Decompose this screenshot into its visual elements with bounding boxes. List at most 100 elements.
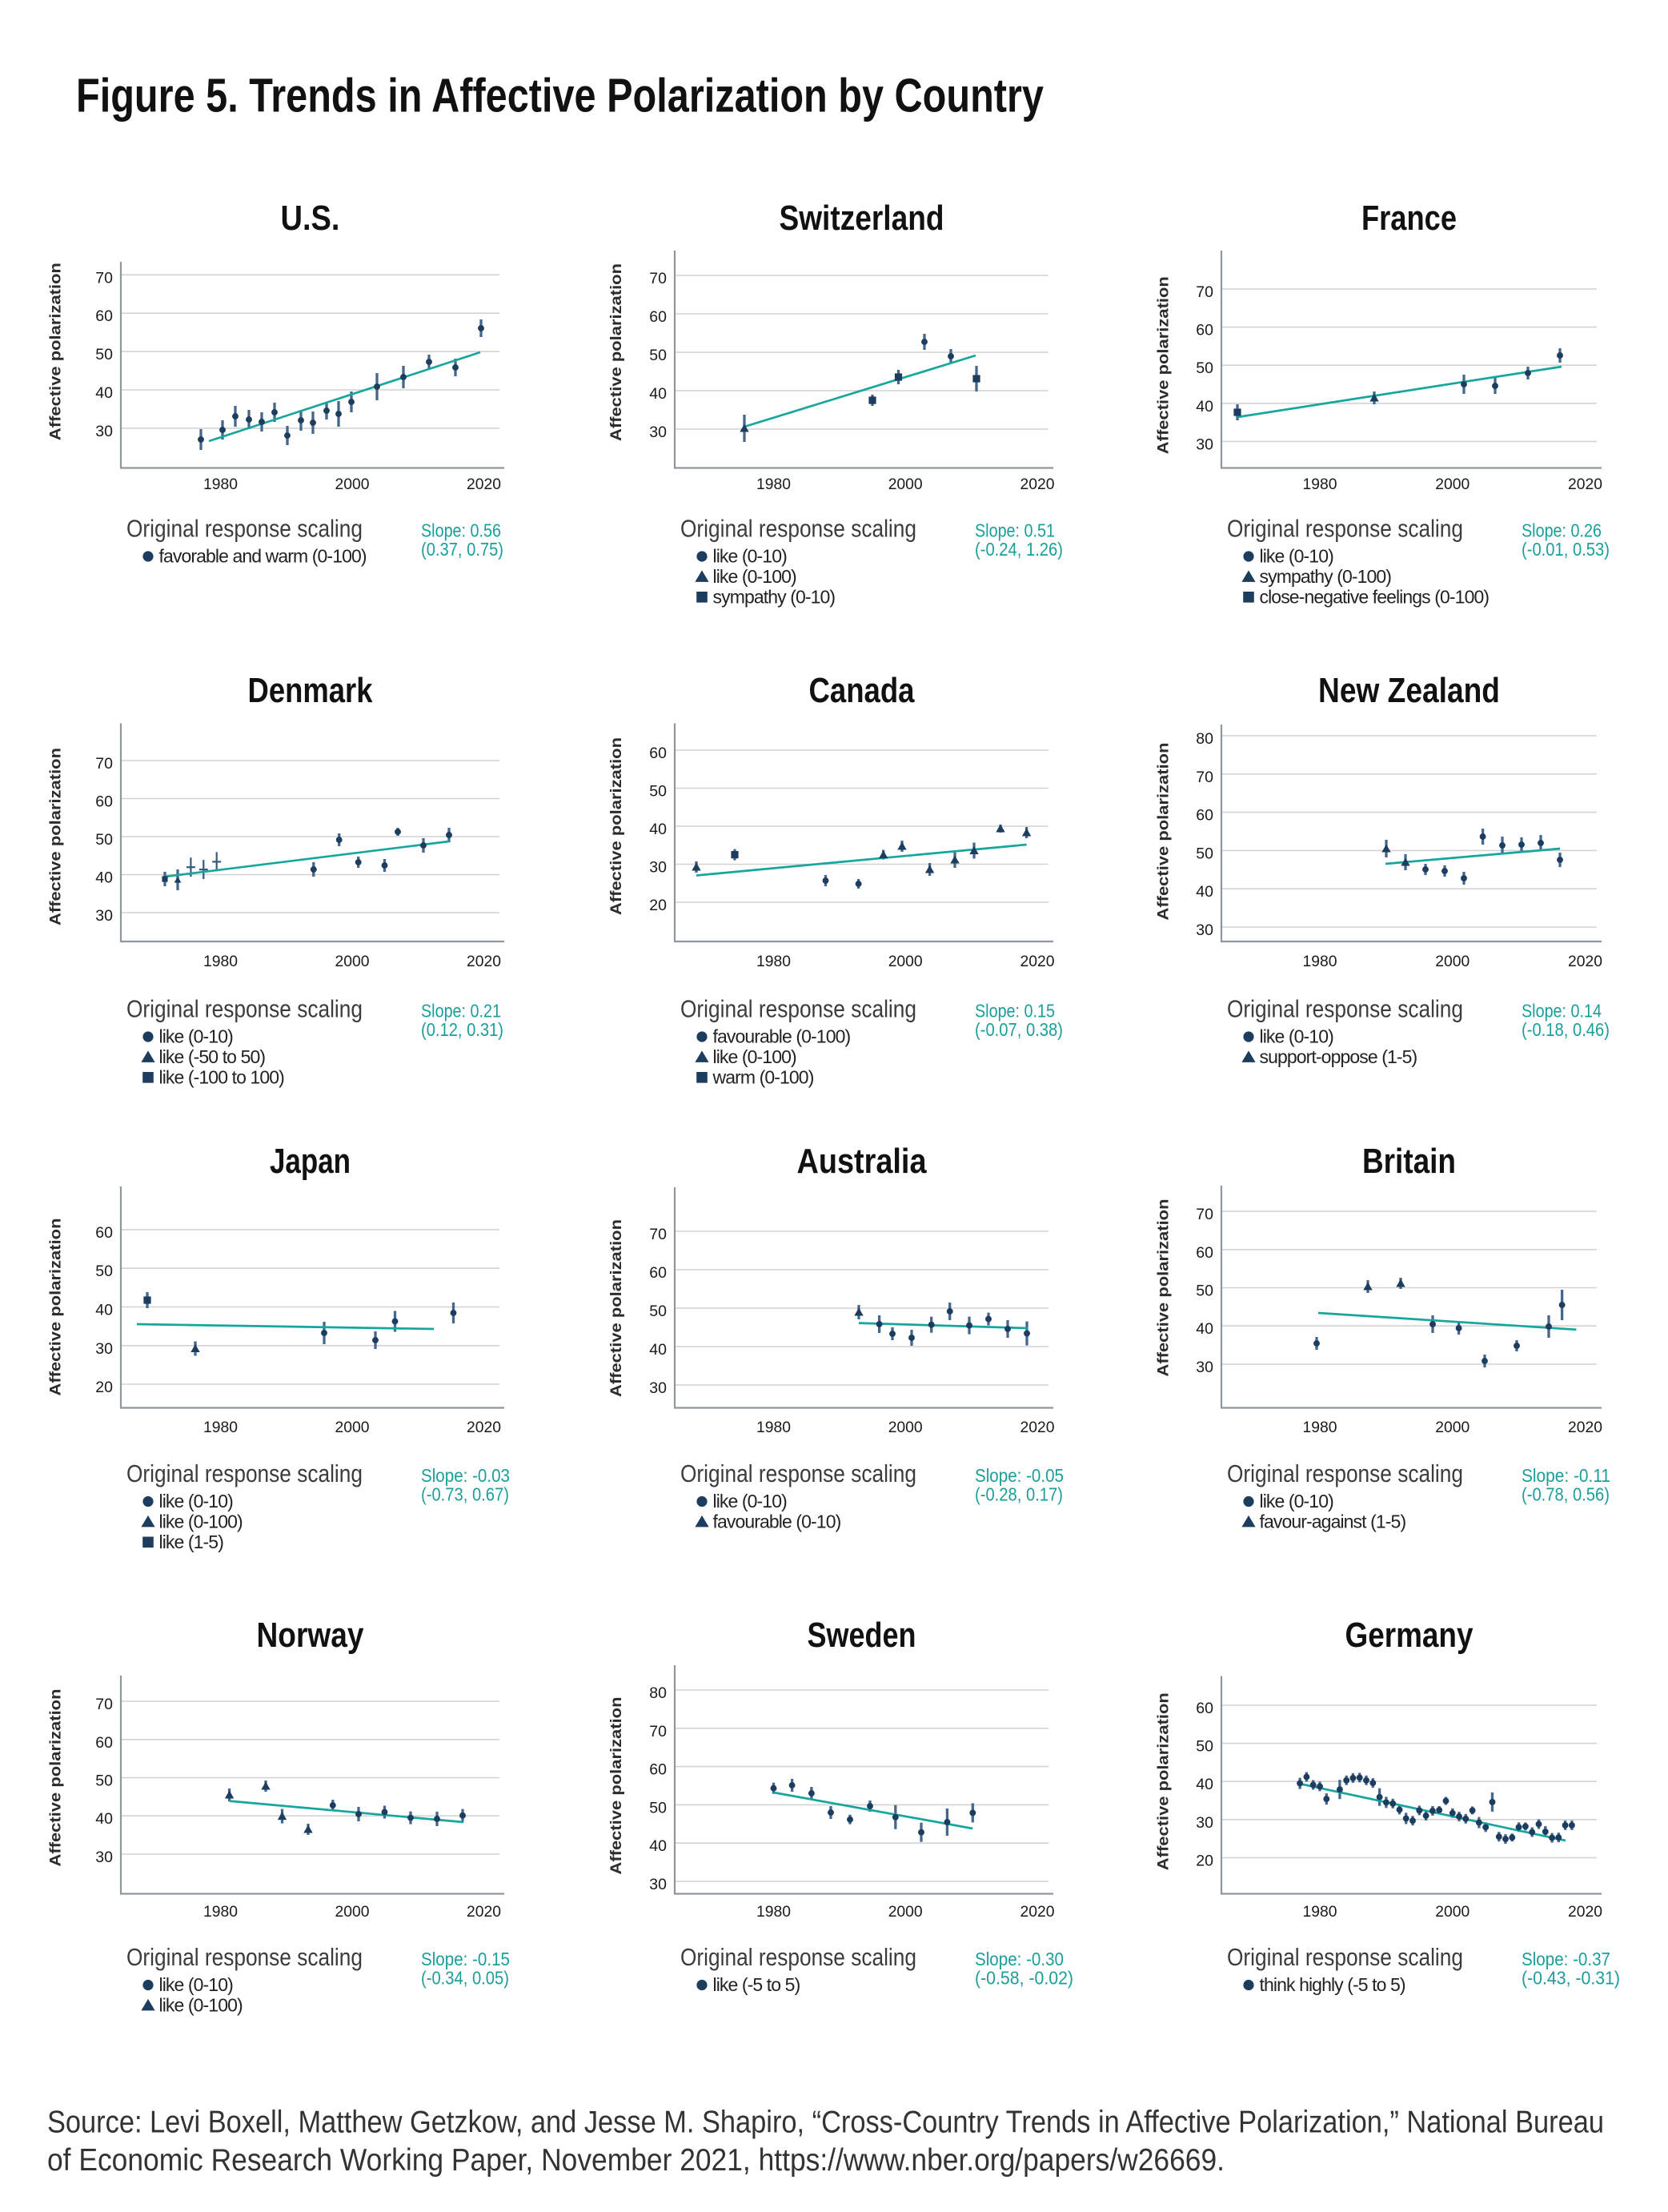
svg-text:of Economic Research Working P: of Economic Research Working Paper, Nove… bbox=[47, 2143, 1225, 2178]
svg-text:40: 40 bbox=[1196, 398, 1213, 416]
svg-text:(-0.58, -0.02): (-0.58, -0.02) bbox=[975, 1968, 1073, 1989]
svg-text:Affective polarization: Affective polarization bbox=[607, 263, 625, 441]
svg-text:Original response scaling: Original response scaling bbox=[680, 1943, 916, 1971]
svg-text:Canada: Canada bbox=[809, 671, 915, 710]
svg-text:1980: 1980 bbox=[756, 953, 791, 970]
svg-text:U.S.: U.S. bbox=[281, 199, 340, 238]
svg-text:30: 30 bbox=[649, 1876, 667, 1893]
svg-text:Affective polarization: Affective polarization bbox=[1155, 1692, 1173, 1870]
svg-text:(0.12, 0.31): (0.12, 0.31) bbox=[421, 1019, 503, 1040]
svg-text:1980: 1980 bbox=[203, 1903, 238, 1921]
svg-text:(0.37, 0.75): (0.37, 0.75) bbox=[421, 539, 503, 560]
svg-text:2020: 2020 bbox=[1020, 476, 1055, 493]
svg-text:2000: 2000 bbox=[888, 953, 923, 970]
svg-text:50: 50 bbox=[95, 346, 113, 363]
svg-text:Norway: Norway bbox=[257, 1616, 364, 1655]
svg-text:Original response scaling: Original response scaling bbox=[126, 1459, 363, 1487]
svg-text:like (1-5): like (1-5) bbox=[159, 1532, 224, 1552]
svg-text:Denmark: Denmark bbox=[248, 671, 373, 710]
svg-text:like (-50 to 50): like (-50 to 50) bbox=[159, 1046, 266, 1067]
svg-text:60: 60 bbox=[1196, 322, 1213, 339]
svg-text:2000: 2000 bbox=[1435, 476, 1470, 493]
svg-text:Affective polarization: Affective polarization bbox=[607, 1697, 625, 1875]
svg-text:2000: 2000 bbox=[888, 476, 923, 493]
svg-text:Original response scaling: Original response scaling bbox=[126, 515, 363, 543]
svg-text:60: 60 bbox=[95, 307, 113, 325]
svg-text:50: 50 bbox=[95, 1772, 113, 1790]
svg-text:60: 60 bbox=[95, 1734, 113, 1752]
svg-text:Slope: 0.56: Slope: 0.56 bbox=[421, 520, 501, 541]
svg-text:30: 30 bbox=[95, 1849, 113, 1866]
svg-text:support-oppose (1-5): support-oppose (1-5) bbox=[1260, 1046, 1417, 1067]
svg-text:Affective polarization: Affective polarization bbox=[1155, 1199, 1173, 1377]
svg-text:sympathy (0-100): sympathy (0-100) bbox=[1260, 566, 1392, 587]
svg-text:Switzerland: Switzerland bbox=[780, 199, 944, 238]
svg-text:Affective polarization: Affective polarization bbox=[607, 737, 625, 915]
svg-text:40: 40 bbox=[1196, 883, 1213, 901]
svg-text:1980: 1980 bbox=[203, 476, 238, 493]
svg-text:2020: 2020 bbox=[467, 476, 501, 493]
svg-text:like (0-100): like (0-100) bbox=[159, 1511, 243, 1532]
svg-text:favourable (0-100): favourable (0-100) bbox=[713, 1026, 851, 1047]
svg-text:1980: 1980 bbox=[1303, 476, 1337, 493]
svg-text:80: 80 bbox=[649, 1684, 667, 1702]
svg-text:(-0.01, 0.53): (-0.01, 0.53) bbox=[1522, 539, 1610, 560]
svg-text:like (-100 to 100): like (-100 to 100) bbox=[159, 1066, 285, 1087]
svg-text:like (0-10): like (0-10) bbox=[159, 1026, 234, 1047]
svg-text:Affective polarization: Affective polarization bbox=[47, 748, 65, 925]
svg-text:60: 60 bbox=[649, 1761, 667, 1779]
svg-text:sympathy (0-10): sympathy (0-10) bbox=[713, 586, 836, 607]
svg-text:1980: 1980 bbox=[1303, 1419, 1337, 1436]
svg-text:60: 60 bbox=[1196, 807, 1213, 825]
svg-text:Australia: Australia bbox=[797, 1142, 927, 1181]
svg-text:30: 30 bbox=[1196, 1359, 1213, 1376]
svg-text:(-0.07, 0.38): (-0.07, 0.38) bbox=[975, 1019, 1063, 1040]
svg-text:40: 40 bbox=[649, 385, 667, 403]
svg-text:France: France bbox=[1361, 199, 1457, 238]
svg-text:30: 30 bbox=[1196, 436, 1213, 453]
svg-text:Slope: -0.37: Slope: -0.37 bbox=[1522, 1949, 1610, 1969]
svg-text:like (0-100): like (0-100) bbox=[713, 566, 796, 587]
svg-text:40: 40 bbox=[649, 821, 667, 838]
svg-text:2000: 2000 bbox=[1435, 1903, 1470, 1921]
svg-text:(-0.18, 0.46): (-0.18, 0.46) bbox=[1522, 1019, 1610, 1040]
svg-text:think highly (-5 to 5): think highly (-5 to 5) bbox=[1260, 1974, 1405, 1995]
svg-text:warm (0-100): warm (0-100) bbox=[712, 1066, 814, 1087]
svg-text:2020: 2020 bbox=[467, 1903, 501, 1921]
svg-text:2020: 2020 bbox=[467, 953, 501, 970]
svg-text:Original response scaling: Original response scaling bbox=[680, 1459, 916, 1487]
svg-text:Slope: 0.21: Slope: 0.21 bbox=[421, 1001, 501, 1022]
svg-text:40: 40 bbox=[1196, 1776, 1213, 1793]
svg-text:70: 70 bbox=[649, 1723, 667, 1740]
svg-text:Original response scaling: Original response scaling bbox=[1227, 1459, 1463, 1487]
svg-text:like (0-10): like (0-10) bbox=[1260, 1026, 1334, 1047]
svg-text:40: 40 bbox=[649, 1341, 667, 1359]
svg-text:Slope: -0.03: Slope: -0.03 bbox=[421, 1465, 510, 1486]
svg-text:50: 50 bbox=[1196, 359, 1213, 377]
svg-text:Affective polarization: Affective polarization bbox=[1155, 276, 1173, 454]
svg-text:(-0.28, 0.17): (-0.28, 0.17) bbox=[975, 1484, 1063, 1505]
svg-text:(-0.78, 0.56): (-0.78, 0.56) bbox=[1522, 1484, 1610, 1505]
svg-text:Original response scaling: Original response scaling bbox=[1227, 995, 1463, 1023]
svg-text:Original response scaling: Original response scaling bbox=[1227, 1943, 1463, 1971]
svg-text:20: 20 bbox=[649, 897, 667, 914]
svg-text:50: 50 bbox=[649, 783, 667, 801]
svg-text:60: 60 bbox=[95, 1224, 113, 1242]
svg-text:(-0.73, 0.67): (-0.73, 0.67) bbox=[421, 1484, 509, 1505]
svg-text:60: 60 bbox=[649, 745, 667, 762]
svg-text:Slope: -0.30: Slope: -0.30 bbox=[975, 1949, 1064, 1969]
svg-text:(-0.24, 1.26): (-0.24, 1.26) bbox=[975, 539, 1063, 560]
svg-text:1980: 1980 bbox=[1303, 1903, 1337, 1921]
svg-text:60: 60 bbox=[1196, 1244, 1213, 1262]
svg-text:like (0-10): like (0-10) bbox=[713, 1491, 788, 1511]
svg-text:1980: 1980 bbox=[203, 1419, 238, 1436]
svg-text:2020: 2020 bbox=[1568, 476, 1602, 493]
svg-text:2020: 2020 bbox=[1568, 953, 1602, 970]
svg-text:Original response scaling: Original response scaling bbox=[126, 995, 363, 1023]
svg-text:20: 20 bbox=[1196, 1852, 1213, 1869]
svg-text:(-0.43, -0.31): (-0.43, -0.31) bbox=[1522, 1968, 1620, 1989]
svg-text:Affective polarization: Affective polarization bbox=[607, 1219, 625, 1397]
svg-text:favorable and warm (0-100): favorable and warm (0-100) bbox=[159, 546, 367, 567]
svg-text:50: 50 bbox=[1196, 1738, 1213, 1756]
svg-text:1980: 1980 bbox=[756, 1419, 791, 1436]
